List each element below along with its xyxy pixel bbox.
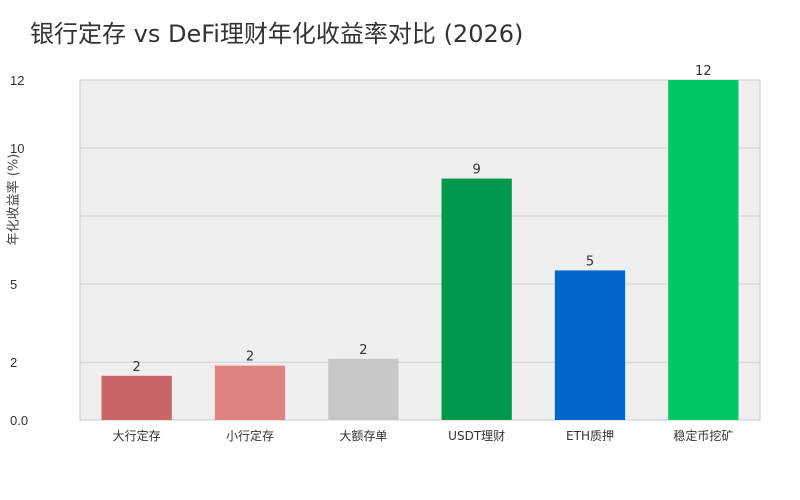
bar-value-label-3: 9 — [473, 163, 481, 178]
bar-value-label-1: 2 — [246, 350, 254, 365]
y-tick-label-1: 2 — [10, 355, 17, 370]
x-tick-label-3: USDT理财 — [448, 429, 505, 443]
x-tick-label-4: ETH质押 — [566, 429, 614, 443]
bar-value-label-4: 5 — [586, 254, 594, 269]
x-tick-label-0: 大行定存 — [113, 428, 161, 443]
y-tick-label-5: 12 — [10, 73, 24, 88]
y-tick-label-2: 5 — [10, 277, 17, 292]
bar-4 — [554, 270, 626, 420]
bar-1 — [214, 365, 286, 420]
bar-value-label-2: 2 — [359, 343, 367, 358]
plot-area — [79, 79, 761, 421]
chart-title: 银行定存 vs DeFi理财年化收益率对比 (2026) — [30, 20, 524, 48]
bar-3 — [441, 178, 512, 420]
bar-0 — [101, 375, 172, 420]
bar-value-label-5: 12 — [695, 64, 712, 79]
y-tick-label-0: 0.0 — [10, 413, 28, 428]
bar-value-label-0: 2 — [133, 360, 141, 375]
bar-2 — [328, 358, 399, 420]
bar-5 — [668, 80, 739, 420]
x-tick-label-5: 稳定币挖矿 — [673, 428, 733, 443]
x-tick-label-2: 大额存单 — [339, 429, 387, 443]
x-tick-label-1: 小行定存 — [226, 428, 274, 443]
y-tick-label-4: 10 — [10, 141, 24, 156]
